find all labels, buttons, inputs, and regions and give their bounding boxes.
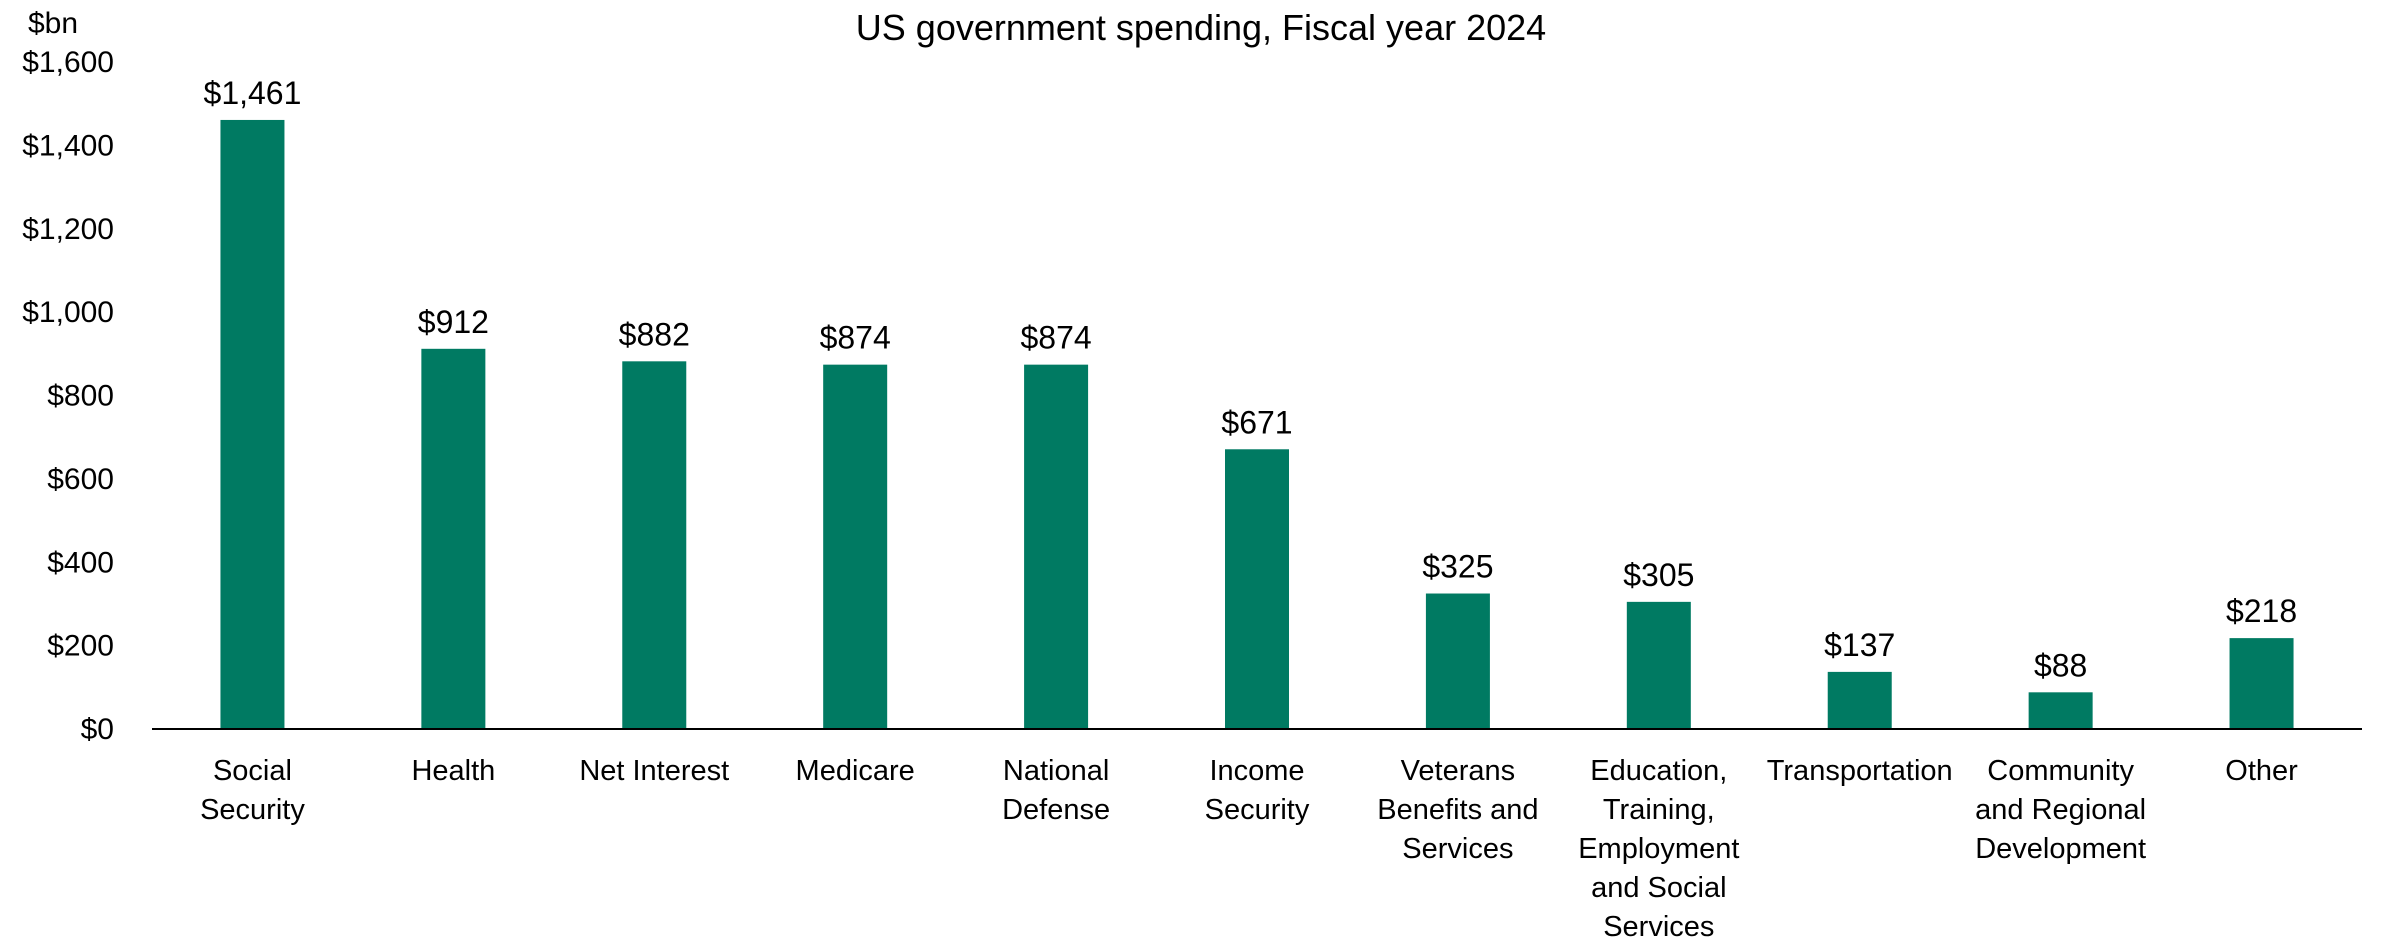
data-label: $88 xyxy=(2034,647,2087,683)
category-label: Net Interest xyxy=(579,755,729,787)
y-tick-label: $1,400 xyxy=(22,129,114,162)
data-label: $912 xyxy=(418,304,489,340)
category-label: National Defense xyxy=(1002,755,1110,826)
y-tick-label: $600 xyxy=(47,463,114,496)
data-label: $874 xyxy=(820,320,891,356)
category-label: Medicare xyxy=(796,755,915,787)
bar xyxy=(823,364,888,729)
bar xyxy=(1626,601,1691,729)
bar xyxy=(1827,671,1892,729)
chart-title: US government spending, Fiscal year 2024 xyxy=(856,7,1546,48)
bar xyxy=(220,119,285,730)
data-label: $305 xyxy=(1623,557,1694,593)
category-label: Education, Training, Employment and Social S… xyxy=(1578,755,1739,943)
bar xyxy=(2229,638,2294,729)
category-label: Community and Regional Development xyxy=(1975,755,2146,865)
data-label: $1,461 xyxy=(204,75,302,111)
bar xyxy=(1425,593,1490,729)
data-label: $218 xyxy=(2226,593,2297,629)
data-label: $874 xyxy=(1020,320,1091,356)
data-label: $671 xyxy=(1221,404,1292,440)
bars xyxy=(220,119,2294,730)
y-tick-label: $1,600 xyxy=(22,46,114,79)
bar xyxy=(1024,364,1089,729)
data-label: $882 xyxy=(619,316,690,352)
bar xyxy=(1225,449,1289,729)
data-label: $325 xyxy=(1422,549,1493,585)
y-axis-unit-label: $bn xyxy=(28,7,78,40)
bar xyxy=(622,361,687,729)
category-label: Veterans Benefits and Services xyxy=(1377,755,1538,865)
x-axis-category-labels: Social Security Health Net Interest Medicare… xyxy=(200,755,2298,943)
y-tick-label: $0 xyxy=(81,713,114,746)
category-label: Income Security xyxy=(1205,755,1310,826)
y-tick-label: $200 xyxy=(47,630,114,663)
data-labels: $1,461 $912 $882 $874 $874 $671 $325 $305 $137 $8… xyxy=(204,75,2298,683)
bar xyxy=(421,348,486,729)
y-tick-label: $1,200 xyxy=(22,213,114,246)
category-label: Health xyxy=(411,755,495,787)
y-tick-label: $1,000 xyxy=(22,296,114,329)
category-label: Social Security xyxy=(200,755,305,826)
category-label: Transportation xyxy=(1767,755,1953,787)
data-label: $137 xyxy=(1824,627,1895,663)
y-axis: $0 $200 $400 $600 $800 $1,000 $1,200 $1,400 $1,6… xyxy=(22,46,114,746)
category-label: Other xyxy=(2225,755,2298,787)
bar xyxy=(2028,692,2093,729)
y-tick-label: $400 xyxy=(47,546,114,579)
y-tick-label: $800 xyxy=(47,380,114,413)
